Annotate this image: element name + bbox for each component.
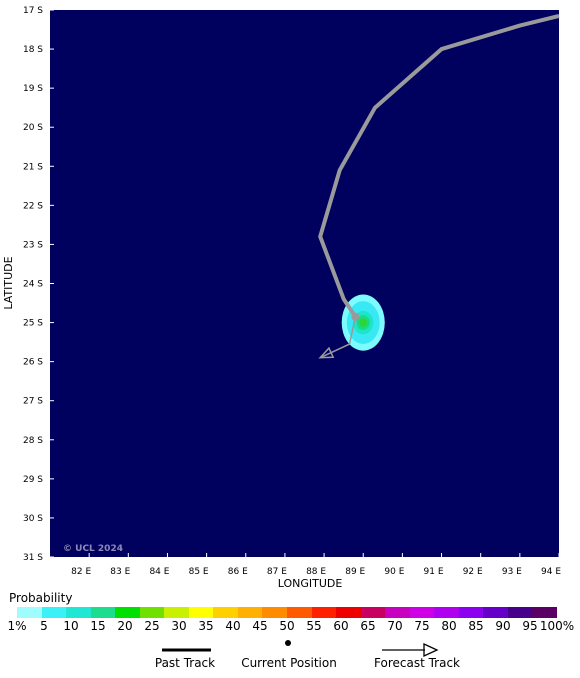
probability-label: 30 [171, 619, 187, 633]
probability-label: 35 [198, 619, 214, 633]
x-tick-label: 83 E [110, 567, 130, 577]
probability-color-swatch [458, 607, 484, 618]
current-position-symbol [285, 640, 291, 646]
forecast-track-label: Forecast Track [374, 656, 460, 670]
probability-color-swatch [483, 607, 508, 618]
probability-color-swatch [311, 607, 337, 618]
forecast-arrowhead [318, 346, 335, 359]
x-tick-label: 82 E [71, 567, 91, 577]
probability-labels: 1% 5 10 15 20 25 30 35 40 45 50 55 60 65 70 75 80 85 90 95 1… [0, 619, 580, 633]
legend-symbols [162, 640, 439, 658]
y-tick-label: 30 S [23, 514, 43, 524]
forecast-track-symbol-arrowhead [423, 642, 439, 658]
probability-color-swatch [507, 607, 533, 618]
probability-color-swatch [213, 607, 238, 618]
y-tick-label: 18 S [23, 45, 43, 55]
probability-label: 95 [522, 619, 538, 633]
probability-color-swatch [90, 607, 116, 618]
past-track-line [318, 13, 560, 318]
probability-color-swatch [287, 607, 312, 618]
track-map: 82 E 83 E 84 E 85 E 86 E 87 E 88 E 89 E 90 E 91 E… [2, 6, 561, 590]
probability-color-swatch [115, 607, 140, 618]
probability-color-swatch [139, 607, 165, 618]
probability-label: 85 [468, 619, 484, 633]
probability-label: 45 [252, 619, 268, 633]
x-axis-title: LONGITUDE [278, 577, 343, 590]
forecast-track-line [319, 316, 357, 359]
y-tick-label: 25 S [23, 319, 43, 329]
y-tick-label: 20 S [23, 123, 43, 133]
probability-color-swatch [385, 607, 410, 618]
map-plot-area [50, 10, 559, 557]
probability-label: 55 [306, 619, 322, 633]
y-tick-label: 19 S [23, 84, 43, 94]
probability-color-swatch [360, 607, 386, 618]
x-tick-label: 85 E [189, 567, 209, 577]
y-tick-label: 28 S [23, 436, 43, 446]
probability-label: 25 [144, 619, 160, 633]
y-tick-label: 22 S [23, 201, 43, 211]
probability-label: 100% [539, 619, 575, 633]
axis-ticks: 82 E 83 E 84 E 85 E 86 E 87 E 88 E 89 E 90 E 91 E… [23, 6, 561, 577]
y-tick-label: 27 S [23, 397, 43, 407]
y-tick-label: 26 S [23, 358, 43, 368]
storm-track [318, 13, 560, 359]
y-tick-label: 21 S [23, 162, 43, 172]
probability-color-swatch [17, 607, 42, 618]
current-position-marker [351, 312, 360, 321]
probability-label: 60 [333, 619, 349, 633]
probability-color-swatch [237, 607, 263, 618]
x-tick-label: 92 E [463, 567, 483, 577]
probability-title: Probability [9, 591, 73, 605]
track-legend: Past Track Current Position Forecast Tra… [0, 640, 580, 674]
x-tick-label: 86 E [228, 567, 248, 577]
copyright-text: © UCL 2024 [63, 544, 123, 554]
probability-label: 50 [279, 619, 295, 633]
probability-blob [341, 294, 385, 351]
y-axis-title: LATITUDE [2, 256, 15, 309]
past-track-label: Past Track [154, 656, 216, 670]
probability-color-swatch [164, 607, 189, 618]
probability-color-swatch [188, 607, 214, 618]
probability-contour [359, 318, 368, 327]
probability-label: 5 [40, 619, 48, 633]
probability-label: 75 [414, 619, 430, 633]
x-tick-label: 89 E [345, 567, 365, 577]
x-tick-label: 87 E [267, 567, 287, 577]
y-tick-label: 31 S [23, 553, 43, 563]
probability-label: 40 [225, 619, 241, 633]
x-tick-label: 93 E [502, 567, 522, 577]
y-tick-label: 17 S [23, 6, 43, 16]
current-position-label: Current Position [241, 656, 337, 670]
x-tick-label: 91 E [424, 567, 444, 577]
probability-label: 90 [495, 619, 511, 633]
probability-label: 10 [63, 619, 79, 633]
y-tick-label: 24 S [23, 280, 43, 290]
probability-label: 1% [7, 619, 27, 633]
probability-color-swatch [336, 607, 361, 618]
probability-color-swatch [434, 607, 459, 618]
x-tick-label: 88 E [306, 567, 326, 577]
probability-color-swatch [262, 607, 288, 618]
probability-color-swatch [66, 607, 91, 618]
probability-label: 15 [90, 619, 106, 633]
probability-label: 65 [360, 619, 376, 633]
x-tick-label: 94 E [541, 567, 561, 577]
probability-color-swatch [409, 607, 435, 618]
probability-color-swatch [532, 607, 558, 618]
y-tick-label: 29 S [23, 475, 43, 485]
y-tick-label: 23 S [23, 240, 43, 250]
probability-label: 20 [117, 619, 133, 633]
x-tick-label: 84 E [149, 567, 169, 577]
probability-color-bar [17, 607, 558, 618]
x-tick-label: 90 E [384, 567, 404, 577]
probability-label: 70 [387, 619, 403, 633]
probability-color-swatch [41, 607, 67, 618]
probability-label: 80 [441, 619, 457, 633]
